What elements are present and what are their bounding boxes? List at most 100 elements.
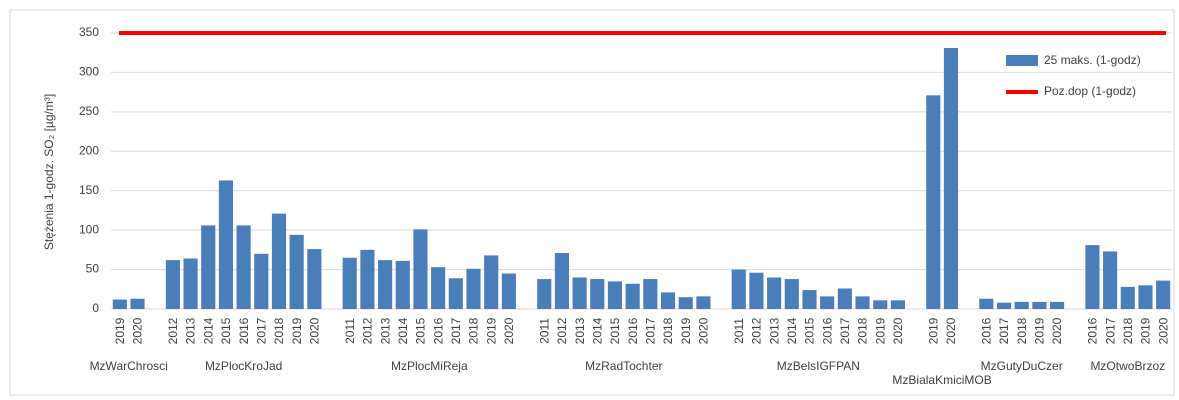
bar <box>660 292 676 309</box>
legend-label: 25 maks. (1-godz) <box>1044 53 1141 67</box>
x-tick-label: 2020 <box>697 317 711 344</box>
x-tick-label: 2012 <box>166 317 180 344</box>
x-tick-label: 2011 <box>343 318 357 344</box>
x-tick-label: 2016 <box>820 317 834 344</box>
x-tick-label: 2015 <box>219 317 233 344</box>
x-tick-label: 2013 <box>378 317 392 344</box>
bar <box>1138 285 1153 309</box>
x-tick-label: 2018 <box>1015 317 1029 344</box>
bar <box>749 272 764 309</box>
y-tick-label: 50 <box>86 262 100 276</box>
group-label: MzBialaKmiciMOB <box>892 373 991 387</box>
bar <box>431 267 446 309</box>
bar <box>183 258 198 309</box>
bar <box>784 279 799 309</box>
bar <box>236 225 251 309</box>
bar <box>360 249 375 309</box>
x-tick-label: 2013 <box>573 317 587 344</box>
x-tick-label: 2020 <box>308 317 322 344</box>
bar <box>1103 251 1118 309</box>
bar <box>201 225 216 309</box>
x-tick-label: 2014 <box>201 317 215 344</box>
x-tick-label: 2018 <box>856 317 870 344</box>
y-tick-label: 150 <box>79 183 99 197</box>
group-label: MzGutyDuCzer <box>981 359 1063 373</box>
chart-frame <box>9 9 1175 396</box>
x-tick-label: 2018 <box>661 317 675 344</box>
bar <box>837 288 852 309</box>
bar <box>590 279 605 309</box>
y-tick-label: 100 <box>79 222 99 236</box>
group-label: MzRadTochter <box>585 359 662 373</box>
x-tick-label: 2020 <box>502 317 516 344</box>
x-tick-label: 2014 <box>396 317 410 344</box>
x-tick-label: 2017 <box>1103 317 1117 344</box>
bar <box>943 47 959 310</box>
group-label: MzPlocMiReja <box>391 359 468 373</box>
y-tick-label: 200 <box>79 143 99 157</box>
bar <box>873 300 888 309</box>
group-label: MzWarChrosci <box>90 359 168 373</box>
x-tick-label: 2015 <box>803 317 817 344</box>
x-tick-label: 2019 <box>926 317 940 344</box>
x-tick-label: 2018 <box>272 317 286 344</box>
x-tick-label: 2019 <box>1033 317 1047 344</box>
x-tick-label: 2013 <box>767 317 781 344</box>
y-tick-label: 350 <box>79 25 99 39</box>
x-tick-label: 2011 <box>537 318 551 344</box>
x-tick-label: 2011 <box>732 318 746 344</box>
bar <box>696 296 711 309</box>
y-tick-label: 250 <box>79 104 99 118</box>
x-tick-label: 2017 <box>254 317 268 344</box>
bar <box>378 260 393 309</box>
bar <box>466 268 481 309</box>
x-tick-label: 2016 <box>237 317 251 344</box>
bar <box>271 213 287 309</box>
x-tick-label: 2018 <box>1121 317 1135 344</box>
x-tick-label: 2020 <box>1050 317 1064 344</box>
legend-swatch <box>1006 55 1038 66</box>
x-tick-label: 2015 <box>414 317 428 344</box>
x-tick-label: 2019 <box>484 317 498 344</box>
bar <box>607 281 623 309</box>
group-label: MzOtwoBrzoz <box>1090 359 1165 373</box>
x-tick-label: 2018 <box>467 317 481 344</box>
legend-label: Poz.dop (1-godz) <box>1044 84 1136 98</box>
bar <box>484 255 499 309</box>
bar <box>218 180 234 309</box>
bar <box>890 300 905 309</box>
x-tick-label: 2020 <box>131 317 145 344</box>
bar <box>501 273 516 309</box>
bar <box>625 283 640 309</box>
bar <box>855 296 870 309</box>
bar <box>802 290 817 309</box>
bar <box>1014 301 1029 309</box>
x-tick-label: 2012 <box>750 317 764 344</box>
bar <box>165 260 180 309</box>
x-tick-label: 2017 <box>838 317 852 344</box>
bar <box>979 298 994 309</box>
x-tick-label: 2016 <box>1086 317 1100 344</box>
bar <box>342 257 357 309</box>
bar <box>413 229 428 309</box>
bar <box>1049 301 1065 309</box>
x-tick-label: 2014 <box>785 317 799 344</box>
x-tick-label: 2013 <box>184 317 198 344</box>
bar <box>112 299 127 309</box>
x-tick-label: 2019 <box>1139 317 1153 344</box>
x-tick-label: 2017 <box>997 317 1011 344</box>
bar <box>1120 286 1135 309</box>
x-tick-label: 2019 <box>290 317 304 344</box>
x-tick-label: 2016 <box>979 317 993 344</box>
x-tick-label: 2020 <box>1156 317 1170 344</box>
x-tick-label: 2014 <box>590 317 604 344</box>
bar <box>289 234 304 309</box>
x-tick-label: 2019 <box>679 317 693 344</box>
bar <box>678 297 693 309</box>
x-tick-label: 2016 <box>626 317 640 344</box>
x-tick-label: 2019 <box>873 317 887 344</box>
bar <box>1085 245 1100 309</box>
y-axis-label: Stężenia 1-godz. SO₂ [µg/m³] <box>42 94 56 250</box>
bar <box>554 253 569 309</box>
